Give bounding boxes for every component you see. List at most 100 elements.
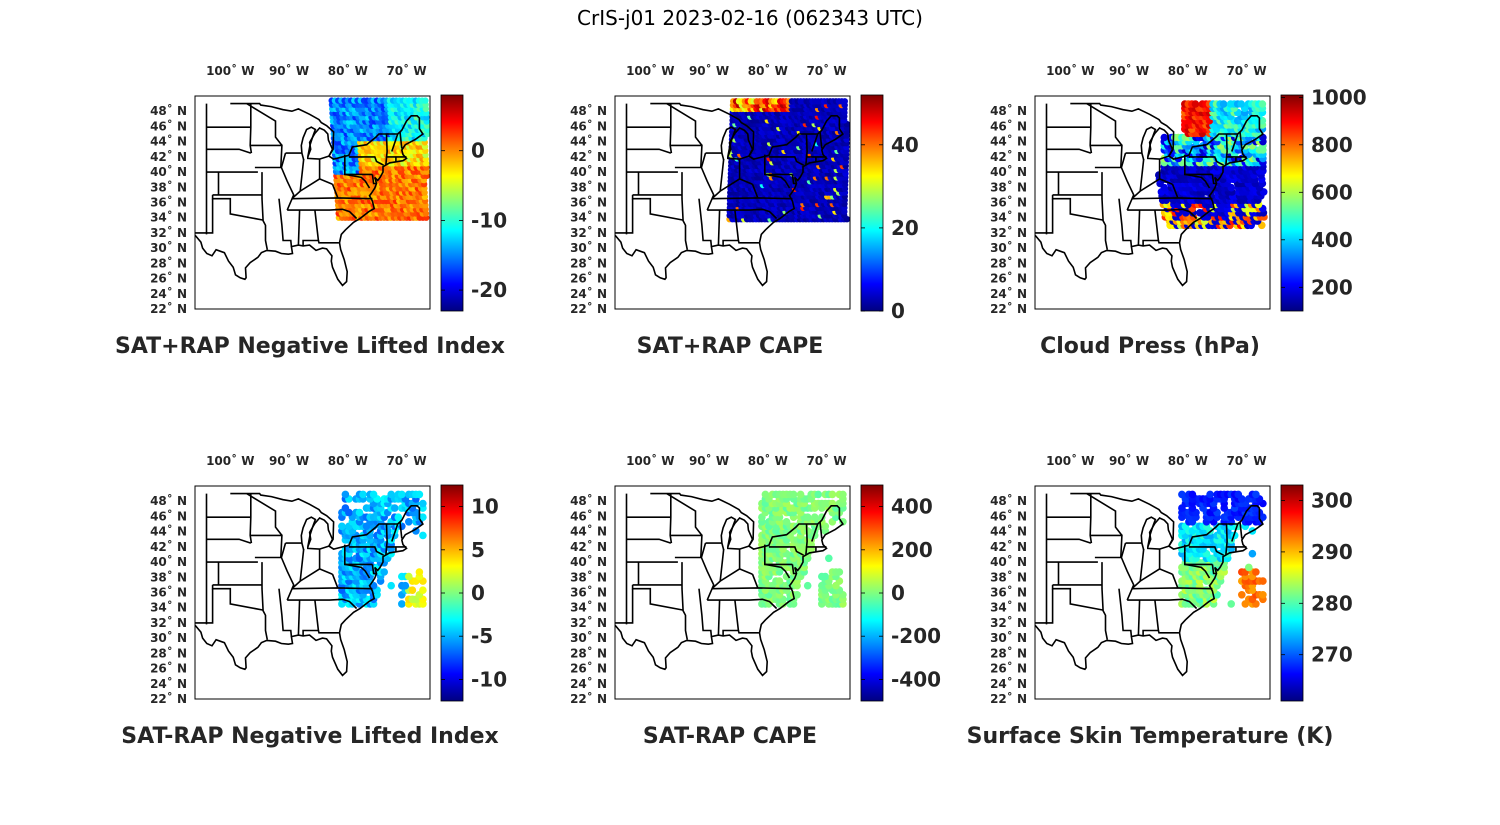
state-border (670, 534, 703, 559)
state-border (291, 587, 373, 590)
colorbar-tick-label: -10 (471, 667, 507, 691)
lat-tick-label: 40˚ N (570, 554, 607, 569)
state-border (371, 564, 377, 575)
state-border (811, 523, 819, 542)
map-frame (1034, 95, 1271, 310)
state-border (246, 102, 283, 146)
state-border (297, 210, 301, 246)
coastline (1035, 102, 1264, 287)
colorbar (1280, 94, 1304, 312)
panel-skin-temp: 100˚ W 90˚ W 80˚ W 70˚ W 48˚ N 46˚ N 44˚ N 42˚ … (940, 453, 1360, 777)
footprint-point (359, 490, 367, 499)
lat-tick-label: 22˚ N (150, 691, 187, 706)
lat-tick-label: 32˚ N (150, 225, 187, 240)
state-border (1046, 538, 1092, 544)
lat-tick-label: 24˚ N (990, 676, 1027, 691)
footprint-point (401, 581, 410, 590)
state-border (385, 133, 388, 165)
state-border (764, 173, 791, 189)
state-border (317, 240, 339, 244)
michigan-outline (1147, 517, 1174, 550)
lon-tick-label: 80˚ W (1168, 453, 1208, 468)
state-border (317, 630, 339, 634)
state-border (1131, 587, 1213, 590)
lat-tick-label: 28˚ N (150, 255, 187, 270)
state-border (711, 197, 793, 200)
colorbar-tick-label: 280 (1311, 591, 1353, 615)
footprint-point (355, 508, 364, 517)
state-border (1051, 584, 1103, 611)
lat-tick-label: 44˚ N (150, 134, 187, 149)
colorbar (1280, 484, 1304, 702)
state-border (211, 194, 263, 221)
footprint-point (1219, 100, 1228, 108)
state-border (371, 174, 377, 185)
lon-tick-label: 90˚ W (269, 453, 309, 468)
map-frame (194, 95, 431, 310)
lake-michigan-shore (1140, 126, 1157, 161)
footprint-point (1188, 490, 1197, 499)
state-border (287, 208, 358, 220)
state-border (1118, 198, 1133, 247)
state-border (291, 178, 333, 200)
lat-tick-label: 26˚ N (990, 661, 1027, 676)
state-border (1211, 174, 1217, 185)
lat-tick-label: 42˚ N (570, 539, 607, 554)
lat-tick-label: 48˚ N (150, 493, 187, 508)
state-border (250, 144, 283, 169)
state-border (764, 154, 793, 176)
lat-tick-label: 28˚ N (150, 645, 187, 660)
state-border (211, 584, 263, 611)
lon-tick-label: 100˚ W (626, 453, 674, 468)
footprint-point (1227, 600, 1235, 608)
state-border (751, 183, 759, 199)
state-border (1171, 183, 1179, 199)
state-border (1211, 564, 1217, 575)
colorbar-tick-label: 0 (891, 299, 905, 323)
state-border (399, 131, 403, 149)
state-border (1225, 523, 1228, 555)
lon-tick-label: 80˚ W (748, 63, 788, 78)
state-border (805, 133, 808, 165)
map-layer (1035, 490, 1267, 677)
footprint-point (419, 586, 427, 594)
lat-tick-label: 28˚ N (990, 645, 1027, 660)
state-border (344, 173, 371, 189)
lat-tick-label: 46˚ N (150, 508, 187, 523)
map-frame (614, 485, 851, 700)
lon-tick-label: 90˚ W (269, 63, 309, 78)
lat-tick-label: 40˚ N (990, 554, 1027, 569)
state-border (768, 156, 804, 166)
lat-tick-label: 32˚ N (990, 615, 1027, 630)
state-border (1142, 210, 1160, 246)
coastline (1035, 492, 1264, 677)
footprint-point (341, 490, 350, 499)
footprint-point (782, 518, 791, 526)
colorbar-tick-label: -200 (891, 624, 941, 648)
colorbar-tick-label: -20 (471, 278, 507, 302)
state-border (1142, 600, 1160, 636)
lat-tick-label: 44˚ N (990, 134, 1027, 149)
state-border (722, 210, 740, 246)
state-border (348, 156, 384, 166)
lat-tick-label: 28˚ N (990, 255, 1027, 270)
colorbar-tick-label: 200 (891, 538, 933, 562)
panel-title: Surface Skin Temperature (K) (966, 724, 1334, 749)
lat-tick-label: 36˚ N (570, 195, 607, 210)
footprint-point (415, 568, 424, 576)
footprint-point (338, 522, 346, 531)
footprint-point (405, 518, 413, 526)
lat-tick-label: 24˚ N (150, 676, 187, 691)
map-layer (195, 97, 430, 287)
state-border (707, 208, 778, 220)
lat-tick-label: 40˚ N (150, 554, 187, 569)
colorbar-tick-label: 1000 (1311, 85, 1367, 109)
lon-tick-label: 70˚ W (386, 63, 426, 78)
footprint-point (405, 572, 413, 581)
lat-tick-label: 46˚ N (990, 508, 1027, 523)
data-footprints (726, 98, 850, 223)
lat-tick-label: 24˚ N (990, 286, 1027, 301)
lat-tick-label: 26˚ N (570, 661, 607, 676)
footprint-point (1252, 568, 1260, 576)
footprint-point (394, 513, 403, 521)
